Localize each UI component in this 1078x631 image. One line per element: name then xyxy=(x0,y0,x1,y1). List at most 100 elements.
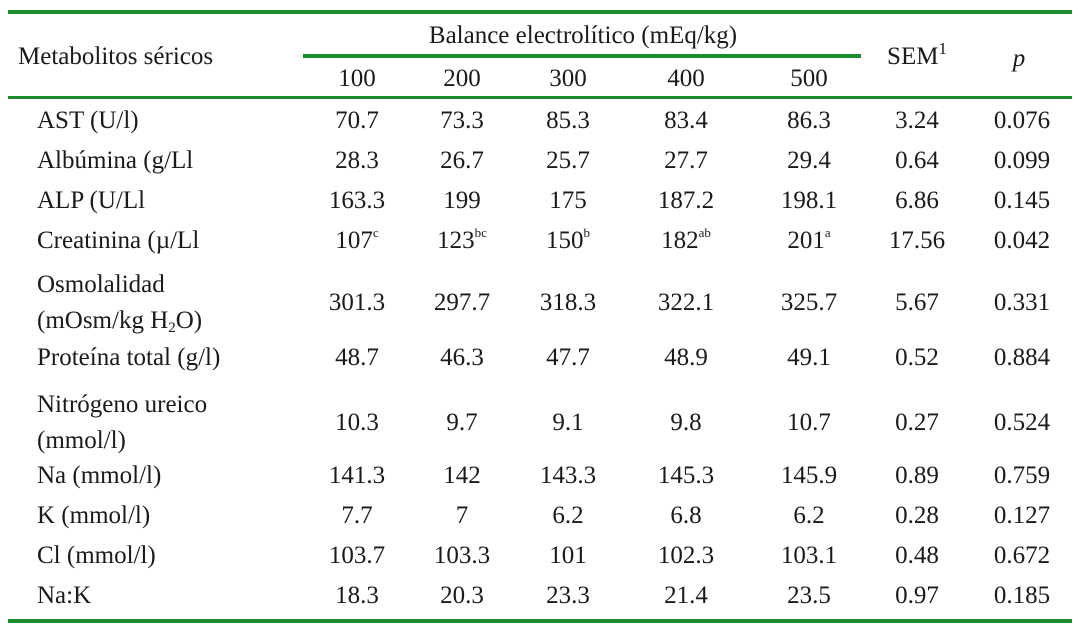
table-cell: 6.8 xyxy=(670,501,701,531)
p-value-cell: 0.042 xyxy=(993,227,1051,254)
sem-header: SEM1 xyxy=(887,40,947,72)
sem-cell: 17.56 xyxy=(888,227,946,254)
p-value-cell: 0.076 xyxy=(993,107,1051,134)
cell-value: 6.8 xyxy=(670,502,702,529)
cell-significance-letter: b xyxy=(583,225,591,240)
p-value-cell: 0.759 xyxy=(993,462,1051,489)
table-cell: 21.4 xyxy=(664,581,708,611)
table-cell: 301.3 xyxy=(329,288,385,318)
table-cell: 25.7 xyxy=(546,146,590,176)
p-value-cell: 0.331 xyxy=(993,289,1051,316)
table-cell: 28.3 xyxy=(335,146,379,176)
table-cell: 182ab xyxy=(661,226,711,256)
table-cell: 48.7 xyxy=(335,343,379,373)
table-cell: 101 xyxy=(549,541,587,571)
header-bottom-rule xyxy=(8,96,1072,99)
cell-value: 18.3 xyxy=(335,582,379,609)
cell-value: 23.5 xyxy=(787,582,831,609)
table-cell: 6.2 xyxy=(552,501,583,531)
cell-value: 322.1 xyxy=(657,289,715,316)
cell-value: 301.3 xyxy=(328,289,386,316)
sem-cell: 6.86 xyxy=(895,187,939,214)
cell-value: 143.3 xyxy=(539,462,597,489)
cell-value: 6.2 xyxy=(552,502,584,529)
sem-cell: 3.24 xyxy=(895,107,939,134)
bottom-rule xyxy=(8,619,1072,623)
table-cell: 26.7 xyxy=(440,146,484,176)
cell-value: 6.2 xyxy=(793,502,825,529)
cell-significance-letter: a xyxy=(824,225,831,240)
table-cell: 107c xyxy=(335,226,378,256)
table-cell: 9.8 xyxy=(670,408,701,438)
row-label-line-2: (mmol/l) xyxy=(37,427,126,454)
table-cell: 47.7 xyxy=(546,343,590,373)
table-cell: 6.2 xyxy=(793,501,824,531)
cell-value: 49.1 xyxy=(787,344,831,371)
row-label: Cl (mmol/l) xyxy=(37,542,156,569)
cell-value: 23.3 xyxy=(546,582,590,609)
level-header-300: 300 xyxy=(549,65,587,92)
cell-value: 199 xyxy=(443,187,481,214)
cell-value: 25.7 xyxy=(546,147,590,174)
cell-significance-letter: ab xyxy=(698,225,711,240)
table-cell: 46.3 xyxy=(440,343,484,373)
table-cell: 73.3 xyxy=(440,106,484,136)
cell-value: 46.3 xyxy=(440,344,484,371)
cell-value: 28.3 xyxy=(335,147,379,174)
table-cell: 322.1 xyxy=(658,288,714,318)
table-cell: 145.3 xyxy=(658,461,714,491)
table-cell: 123bc xyxy=(437,226,487,256)
table-cell: 23.5 xyxy=(787,581,831,611)
row-label: K (mmol/l) xyxy=(37,502,151,529)
row-label-subscript: 2 xyxy=(168,320,176,336)
cell-value: 9.7 xyxy=(446,409,478,436)
row-label-line-1: Osmolalidad xyxy=(37,271,165,298)
cell-value: 107 xyxy=(335,227,373,254)
cell-value: 20.3 xyxy=(440,582,484,609)
p-value-cell: 0.524 xyxy=(993,409,1051,436)
cell-value: 7 xyxy=(455,502,469,529)
cell-value: 142 xyxy=(443,462,481,489)
table-cell: 141.3 xyxy=(329,461,385,491)
cell-value: 102.3 xyxy=(657,542,715,569)
table-cell: 187.2 xyxy=(658,186,714,216)
table-cell: 10.7 xyxy=(787,408,831,438)
p-value-cell: 0.099 xyxy=(993,147,1051,174)
row-header-label: Metabolitos séricos xyxy=(18,43,214,70)
cell-value: 26.7 xyxy=(440,147,484,174)
cell-value: 145.3 xyxy=(657,462,715,489)
p-value-cell: 0.672 xyxy=(993,542,1051,569)
group-rule xyxy=(303,54,861,58)
table-cell: 85.3 xyxy=(546,106,590,136)
cell-value: 48.9 xyxy=(664,344,708,371)
cell-value: 47.7 xyxy=(546,344,590,371)
p-header: p xyxy=(1012,45,1026,72)
cell-value: 7.7 xyxy=(341,502,373,529)
table-cell: 143.3 xyxy=(540,461,596,491)
row-label-part: O) xyxy=(175,307,203,334)
row-label-part: (mOsm/kg H xyxy=(37,307,169,334)
table-cell: 145.9 xyxy=(781,461,837,491)
cell-value: 73.3 xyxy=(440,107,484,134)
level-header-500: 500 xyxy=(790,65,828,92)
p-value-cell: 0.185 xyxy=(993,582,1051,609)
cell-value: 141.3 xyxy=(328,462,386,489)
table-cell: 198.1 xyxy=(781,186,837,216)
table-cell: 48.9 xyxy=(664,343,708,373)
cell-value: 103.7 xyxy=(328,542,386,569)
cell-value: 29.4 xyxy=(787,147,831,174)
table-cell: 29.4 xyxy=(787,146,831,176)
table-cell: 10.3 xyxy=(335,408,379,438)
table-cell: 297.7 xyxy=(434,288,490,318)
table-cell: 150b xyxy=(546,226,590,256)
cell-value: 103.1 xyxy=(780,542,838,569)
level-header-100: 100 xyxy=(338,65,376,92)
p-value-cell: 0.145 xyxy=(993,187,1051,214)
table-cell: 103.1 xyxy=(781,541,837,571)
p-value-cell: 0.884 xyxy=(993,344,1051,371)
cell-value: 163.3 xyxy=(328,187,386,214)
cell-value: 325.7 xyxy=(780,289,838,316)
table-cell: 20.3 xyxy=(440,581,484,611)
cell-value: 27.7 xyxy=(664,147,708,174)
table-cell: 103.7 xyxy=(329,541,385,571)
